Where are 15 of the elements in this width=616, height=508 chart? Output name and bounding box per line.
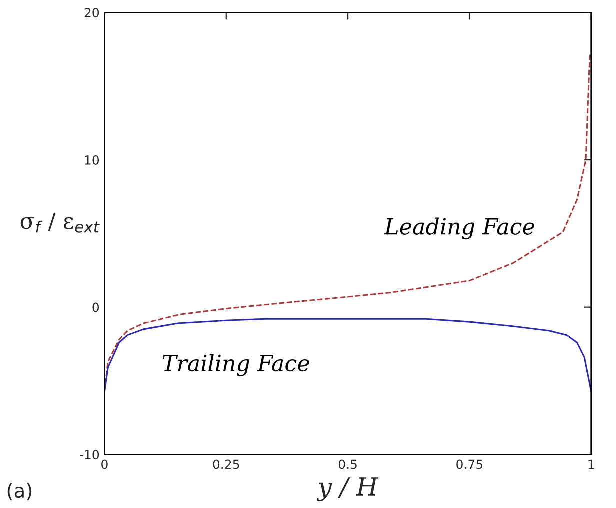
y-tick-label: 0 xyxy=(92,302,100,312)
x-tick-label: 0.5 xyxy=(338,460,357,470)
x-tick-label: 0.25 xyxy=(213,460,240,470)
x-tick-label: 1 xyxy=(588,460,594,470)
text: (a) xyxy=(8,483,32,500)
y-tick-label: 20 xyxy=(84,8,100,18)
x-tick-label: 0 xyxy=(102,460,108,470)
y-tick-label: 10 xyxy=(85,155,100,165)
y-axis-title: σ$_{f}$ / ε$_{ext}$ xyxy=(20,212,100,233)
line-series xyxy=(104,318,592,392)
x-axis-title: y / H xyxy=(316,478,379,502)
x-tick-label: 0.75 xyxy=(456,460,483,470)
series-label: Leading Face xyxy=(384,218,534,240)
series-label: Trailing Face xyxy=(162,354,310,376)
y-tick-label: -10 xyxy=(80,450,100,460)
